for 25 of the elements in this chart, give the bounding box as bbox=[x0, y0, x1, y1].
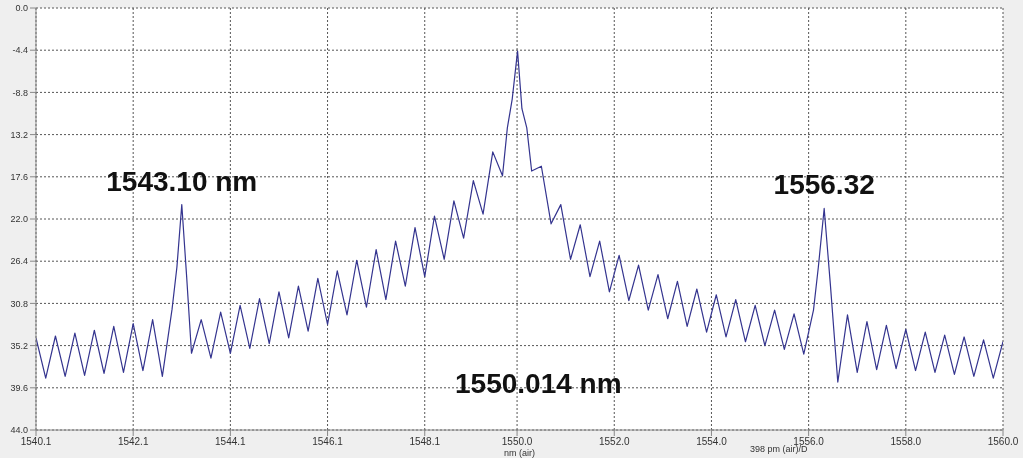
y-tick-label: 35.2 bbox=[10, 340, 28, 351]
y-tick-label: 17.6 bbox=[10, 172, 28, 182]
annotation: 1543.10 nm bbox=[106, 165, 258, 197]
x-tick-label: 1560.0 bbox=[987, 436, 1019, 448]
x-axis-title: nm (air) bbox=[504, 448, 535, 458]
y-tick-label: 44.0 bbox=[10, 425, 28, 436]
y-tick-label: -4.4 bbox=[12, 45, 28, 56]
annotation: 1550.014 nm bbox=[455, 368, 622, 400]
y-tick-label: 13.2 bbox=[10, 129, 28, 140]
x-tick-label: 1558.0 bbox=[890, 436, 922, 448]
x-tick-label: 1540.1 bbox=[20, 436, 52, 448]
y-tick-label: 26.4 bbox=[10, 256, 28, 267]
x-tick-label: 1550.0 bbox=[501, 436, 533, 448]
y-tick-label: -8.8 bbox=[12, 87, 28, 98]
annotation: 1556.32 bbox=[773, 169, 875, 201]
x-tick-label: 1544.1 bbox=[215, 436, 247, 448]
y-tick-label: 30.8 bbox=[10, 298, 28, 309]
x-tick-label: 1554.0 bbox=[696, 436, 728, 448]
x-tick-label: 1546.1 bbox=[312, 436, 344, 448]
x-tick-label: 1552.0 bbox=[598, 436, 630, 448]
y-tick-label: 0.0 bbox=[15, 3, 28, 14]
y-tick-label: 22.0 bbox=[10, 214, 28, 225]
x-tick-label: 1542.1 bbox=[117, 436, 149, 448]
y-tick-label: 39.6 bbox=[10, 382, 28, 393]
x-tick-label: 1548.1 bbox=[409, 436, 441, 448]
